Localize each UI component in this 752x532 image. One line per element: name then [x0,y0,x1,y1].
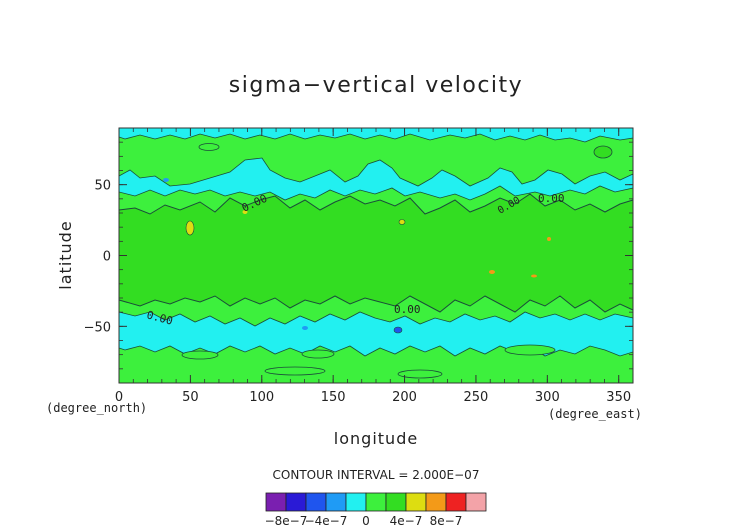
contour-island [301,349,335,359]
colorbar-tick-label: 4e−7 [390,514,423,528]
blue-spot [163,178,169,182]
contour-island [397,369,443,379]
colorbar-swatch [445,492,467,512]
yellow-spot [185,220,195,236]
contour-island [198,143,220,151]
colorbar-swatch [305,492,327,512]
orange-spot [531,274,537,278]
colorbar-tick-label: 0 [362,514,370,528]
contour-island [181,350,219,360]
x-tick-label: 100 [249,390,274,405]
colorbar: −8e−7−4e−7 0 4e−7 8e−7 [265,492,487,528]
x-axis: 0 50 100 150 200 250 300 350 [115,128,634,405]
y-tick-label: 0 [103,250,111,265]
colorbar-tick-label: 8e−7 [430,514,463,528]
colorbar-swatch [365,492,387,512]
plot-area: 0.00 0.00 0.00 0.00 0.00 [118,127,634,384]
colorbar-swatch [345,492,367,512]
y-unit-label: (degree_north) [46,401,147,415]
x-tick-label: 350 [606,390,631,405]
colorbar-tick-label: −4e−7 [305,514,348,528]
contour-island [264,366,326,376]
colorbar-swatch [465,492,487,512]
contour-label: 0.00 [538,192,565,205]
colorbar-swatch [265,492,287,512]
contour-interval: CONTOUR INTERVAL = 2.000E−07 [273,468,480,482]
x-tick-label: 300 [535,390,560,405]
chart-title: sigma−vertical velocity [229,73,523,98]
x-axis-label: longitude [334,429,418,448]
x-tick-label: 50 [182,390,199,405]
cyan-patch [118,157,634,201]
zero-contour-south [118,295,634,313]
x-tick-label: 0 [115,390,123,405]
x-tick-label: 150 [321,390,346,405]
colorbar-swatch [285,492,307,512]
y-axis-label: latitude [56,220,75,289]
south-cyan-band [118,311,634,357]
colorbar-swatch [425,492,447,512]
zero-contour-north [118,193,634,215]
tropical-band [119,194,633,312]
colorbar-tick-label: −8e−7 [265,514,308,528]
x-unit-label: (degree_east) [548,407,642,421]
x-tick-label: 200 [392,390,417,405]
y-tick-label: 50 [94,179,111,194]
y-tick-label: −50 [84,320,111,335]
colorbar-swatch [385,492,407,512]
contour-island [593,145,613,159]
yellow-spot [242,210,248,214]
colorbar-swatch [325,492,347,512]
x-tick-label: 250 [464,390,489,405]
contour-island [504,344,556,356]
contour-label: 0.00 [394,303,421,316]
blue-spot [302,326,308,330]
yellow-spot [398,219,406,225]
y-axis: 50 0 −50 [84,127,633,384]
colorbar-swatch [405,492,427,512]
blue-spot [393,326,403,334]
orange-spot [547,237,551,241]
orange-spot [489,270,495,274]
